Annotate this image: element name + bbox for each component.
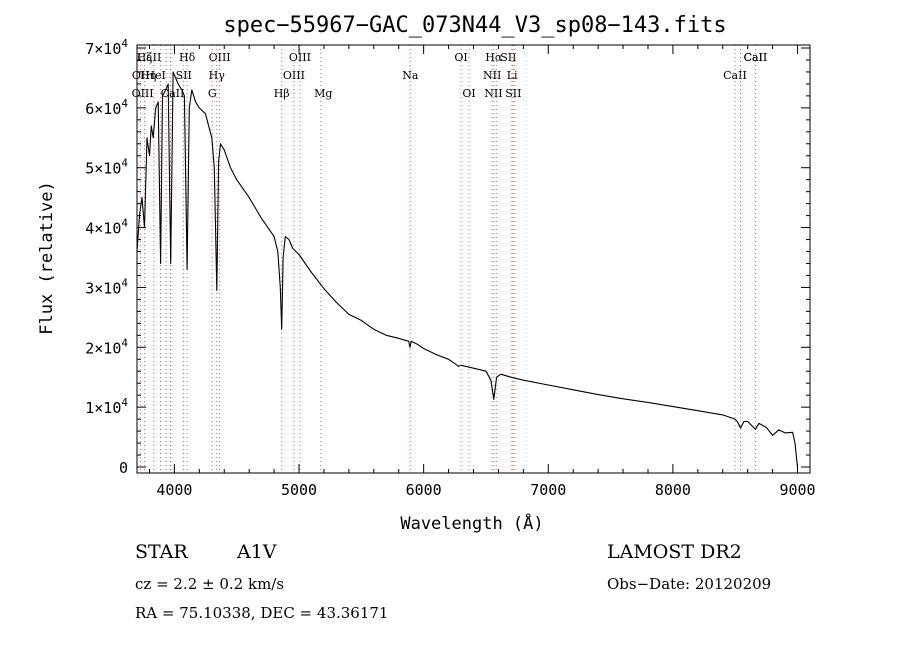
y-tick-label-30000: 3×104 [85, 276, 128, 297]
marker-label-21: OII [132, 69, 150, 82]
marker-label-22: Hη [140, 69, 156, 82]
series-line-spectrum [136, 71, 799, 468]
marker-label-0: Hα [485, 51, 503, 64]
marker-label-2: OI [454, 51, 467, 64]
marker-label-1: SII [500, 51, 516, 64]
obs-date-text: Obs−Date: 20120209 [607, 575, 772, 593]
marker-label-11: OIII [283, 69, 305, 82]
object-class: STAR [135, 541, 188, 563]
marker-label-14: Hγ [209, 69, 226, 82]
marker-label-24: OIII [132, 87, 154, 100]
marker-label-3: NII [483, 69, 501, 82]
axes: 4000 5000 6000 7000 8000 9000 0 1×104 2×104 3×104… [85, 37, 815, 499]
redshift-text: cz = 2.2 ± 0.2 km/s [135, 575, 285, 593]
y-tick-label-50000: 5×104 [85, 157, 128, 178]
plot-frame [136, 44, 811, 474]
y-tick-label-10000: 1×104 [85, 396, 128, 417]
x-tick-label-6000: 6000 [406, 481, 442, 499]
marker-label-25: CaII [723, 69, 747, 82]
coordinates-text: RA = 75.10338, DEC = 43.36171 [135, 604, 389, 622]
marker-label-10: OIII [289, 51, 311, 64]
marker-label-4: Li [507, 69, 518, 82]
marker-label-20: CaII [138, 51, 162, 64]
x-tick-label-5000: 5000 [281, 481, 317, 499]
marker-label-12: Hβ [274, 87, 290, 100]
marker-label-13: OIII [209, 51, 231, 64]
marker-label-5: OI [462, 87, 475, 100]
y-tick-label-20000: 2×104 [85, 336, 128, 357]
marker-label-27: CaII [744, 51, 768, 64]
y-axis-label: Flux (relative) [37, 181, 57, 335]
y-tick-label-70000: 7×104 [85, 37, 128, 58]
series-layer [136, 71, 799, 468]
marker-label-23: HeI [145, 69, 165, 82]
x-tick-label-4000: 4000 [156, 481, 192, 499]
marker-label-7: SII [505, 87, 521, 100]
marker-label-17: SII [176, 69, 192, 82]
x-tick-label-8000: 8000 [655, 481, 691, 499]
survey-name: LAMOST DR2 [607, 541, 742, 563]
x-tick-label-9000: 9000 [779, 481, 815, 499]
marker-label-6: NII [484, 87, 502, 100]
x-tick-label-7000: 7000 [530, 481, 566, 499]
marker-label-8: Na [402, 69, 419, 82]
marker-label-9: Mg [314, 87, 332, 100]
chart-title: spec−55967−GAC_073N44_V3_sp08−143.fits [223, 13, 726, 38]
x-axis-label: Wavelength (Å) [400, 512, 543, 534]
y-tick-label-0: 0 [119, 459, 128, 477]
object-subclass: A1V [237, 541, 277, 563]
marker-label-16: Hδ [179, 51, 196, 64]
marker-label-15: G [208, 87, 217, 100]
y-tick-label-60000: 6×104 [85, 97, 128, 118]
y-tick-label-40000: 4×104 [85, 217, 128, 238]
